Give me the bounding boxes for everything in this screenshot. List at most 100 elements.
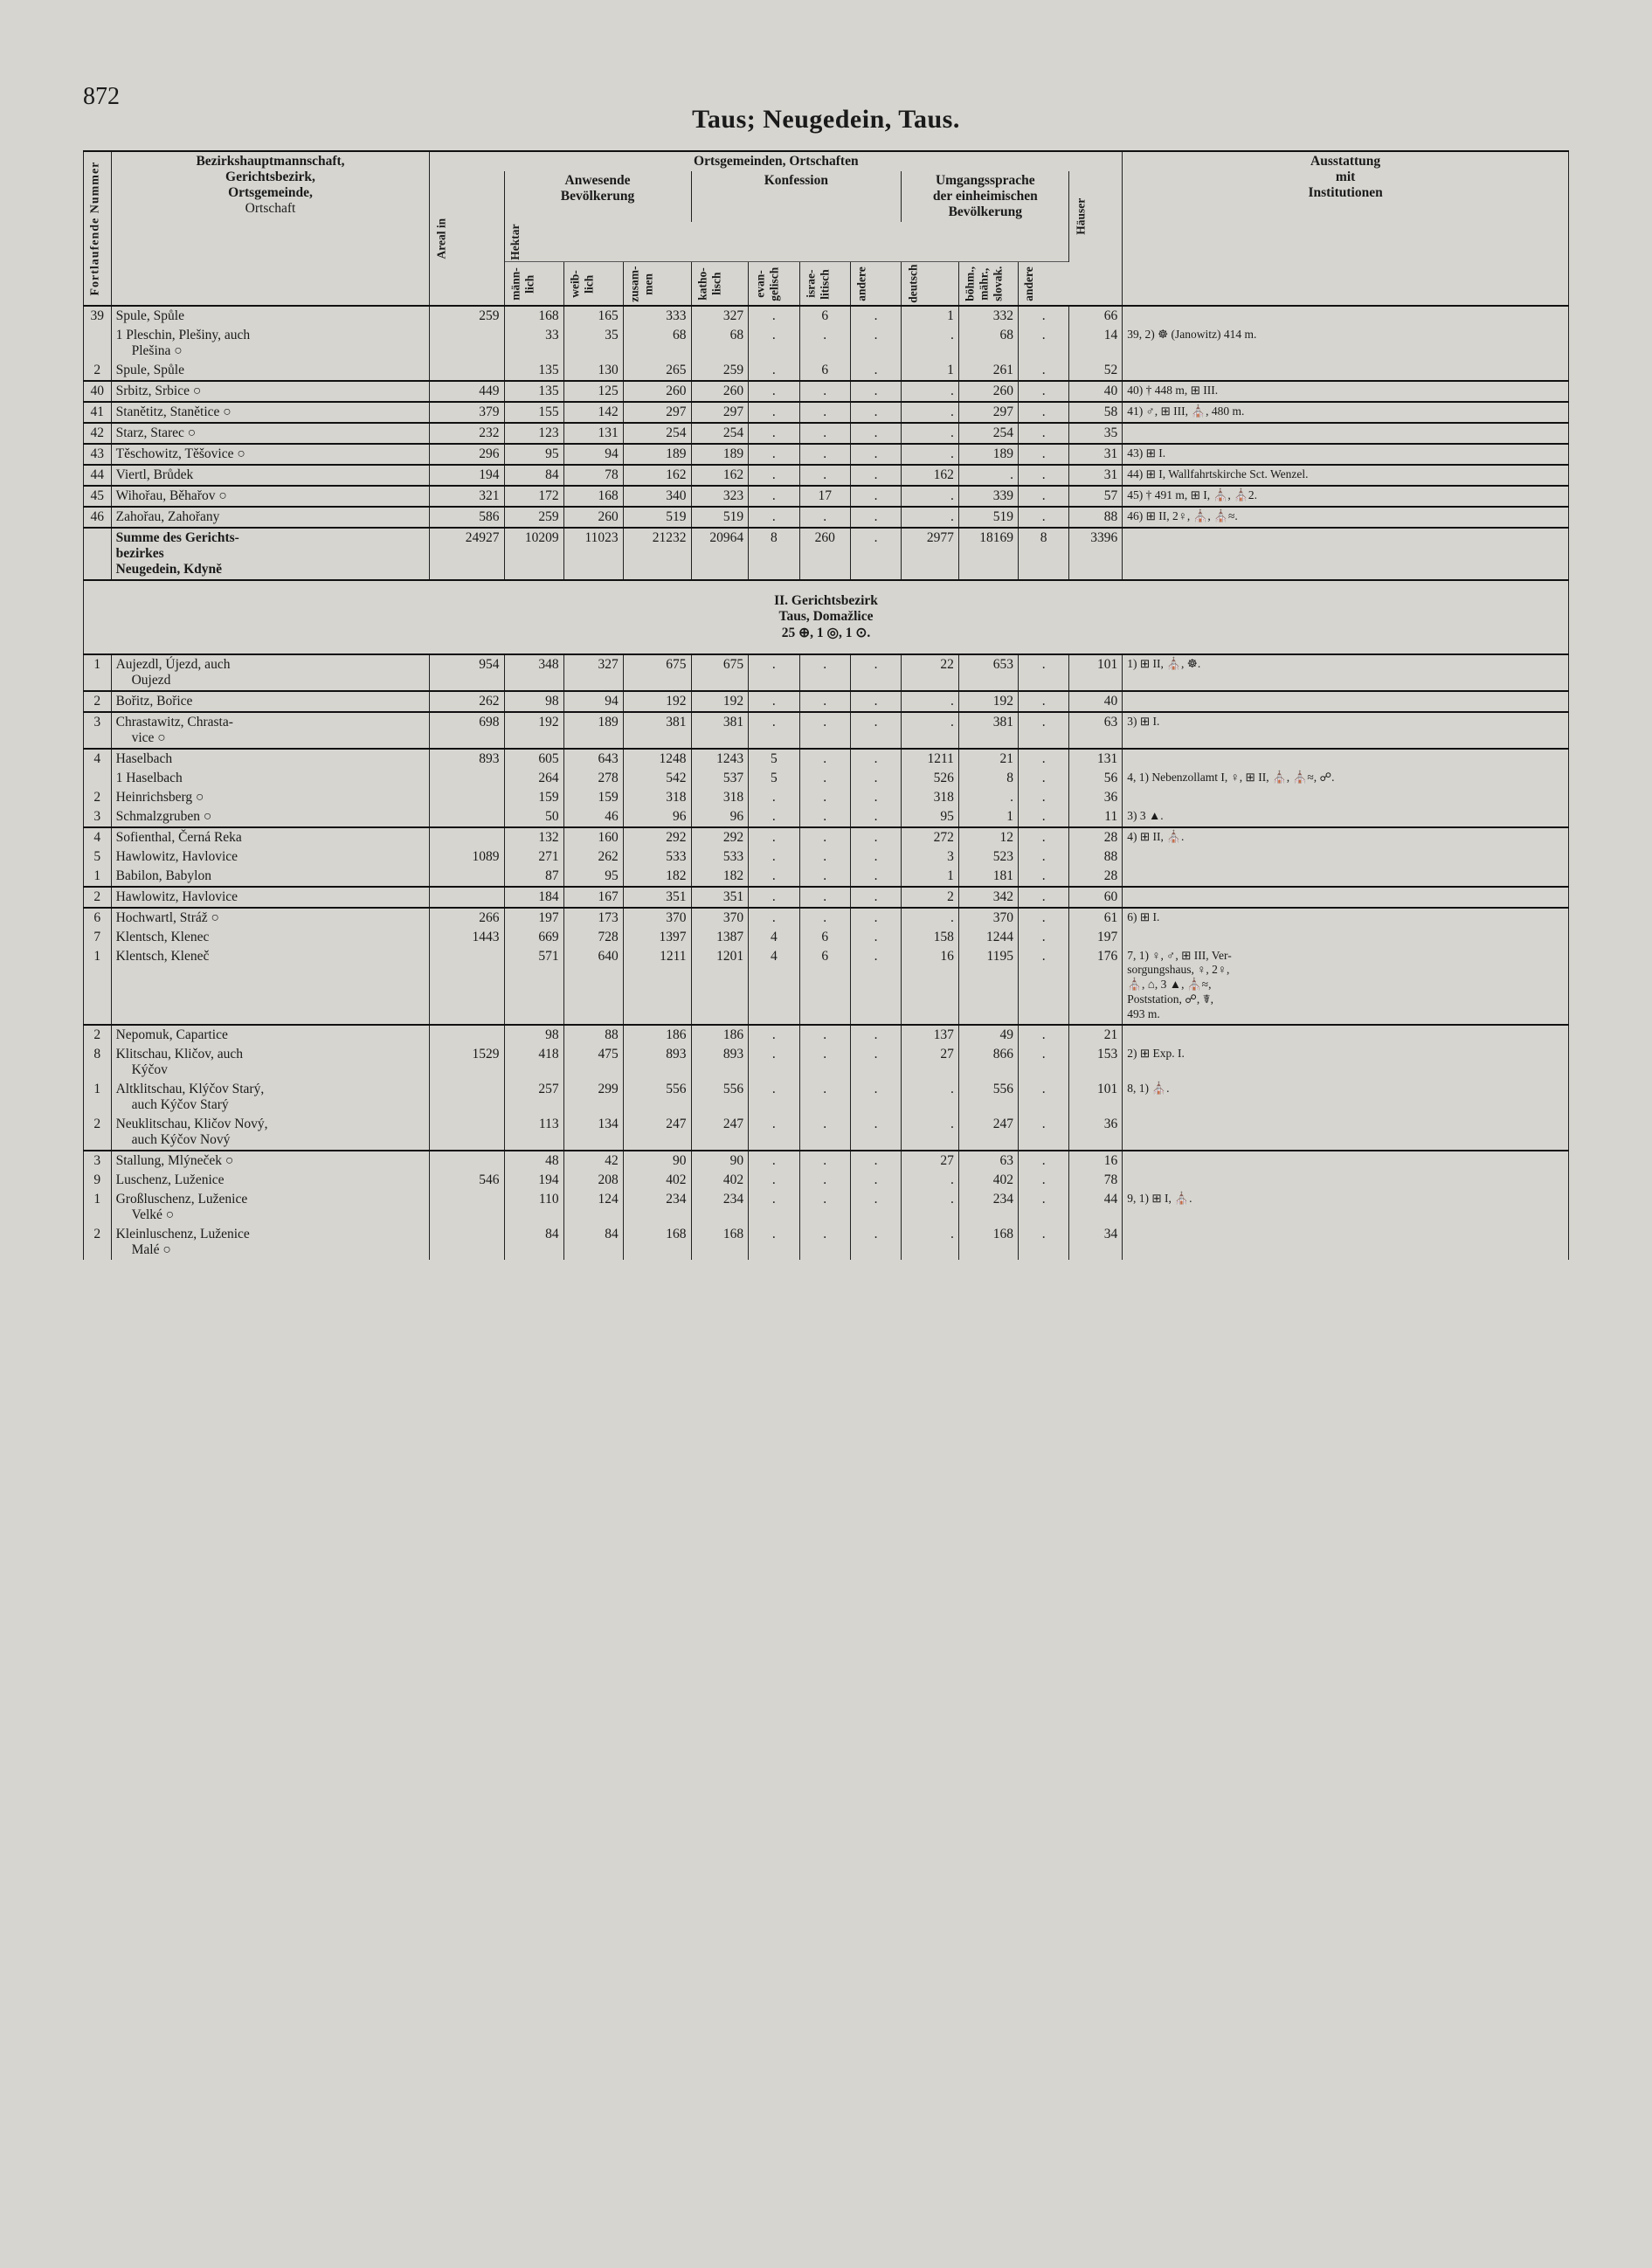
table-cell: . (749, 444, 799, 465)
table-cell: 90 (623, 1151, 691, 1171)
table-cell: 297 (691, 402, 749, 423)
table-row: 2 Nepomuk, Capartice 98 88 186 186... 137 49. 21 (84, 1025, 1569, 1045)
ortschaft-name: Klentsch, Klenec (111, 928, 430, 947)
table-cell: . (1018, 1080, 1068, 1115)
ausstattung-note (1123, 788, 1569, 807)
table-cell: 1443 (430, 928, 504, 947)
table-cell: 18169 (958, 528, 1018, 580)
ortschaft-name: Stallung, Mlýneček ○ (111, 1151, 430, 1171)
table-cell: 1244 (958, 928, 1018, 947)
table-cell: 2 (84, 691, 112, 712)
table-cell: 189 (958, 444, 1018, 465)
table-row: 2 Bořitz, Bořice 262 98 94 192 192.... 192. 40 (84, 691, 1569, 712)
col-header-and2: andere (1018, 262, 1068, 306)
table-cell: . (850, 788, 901, 807)
table-cell: 254 (623, 423, 691, 444)
col-header-zus: zusam-men (623, 262, 691, 306)
table-cell: . (749, 326, 799, 361)
table-cell: 260 (623, 381, 691, 402)
ortschaft-name: Babilon, Babylon (111, 867, 430, 887)
table-cell: . (1018, 807, 1068, 827)
table-cell: 61 (1069, 908, 1123, 928)
table-row: 8 Klitschau, Kličov, auch Kýčov 1529 418 475 8… (84, 1045, 1569, 1080)
table-cell: . (799, 1171, 850, 1190)
table-cell: 43 (84, 444, 112, 465)
ortschaft-name: Neuklitschau, Kličov Nový, auch Kýčov Nov… (111, 1115, 430, 1151)
table-cell: 893 (430, 749, 504, 769)
ausstattung-note: 41) ♂, ⊞ III, ⛪, 480 m. (1123, 402, 1569, 423)
table-cell: 259 (691, 361, 749, 381)
table-cell (430, 1225, 504, 1260)
table-cell: 87 (504, 867, 563, 887)
table-cell: 182 (691, 867, 749, 887)
table-cell: . (799, 381, 850, 402)
table-cell: . (850, 847, 901, 867)
table-cell: 8 (84, 1045, 112, 1080)
table-cell: 22 (902, 654, 959, 691)
table-cell: 35 (563, 326, 623, 361)
table-cell: 63 (958, 1151, 1018, 1171)
table-cell: 31 (1069, 465, 1123, 486)
table-cell: 254 (958, 423, 1018, 444)
ausstattung-note: 6) ⊞ I. (1123, 908, 1569, 928)
table-cell: 181 (958, 867, 1018, 887)
table-cell: 24927 (430, 528, 504, 580)
table-cell: 8 (1018, 528, 1068, 580)
table-cell: 131 (563, 423, 623, 444)
table-cell: . (850, 444, 901, 465)
table-cell: . (1018, 361, 1068, 381)
table-cell: . (902, 444, 959, 465)
table-cell: 167 (563, 887, 623, 908)
table-cell: 131 (1069, 749, 1123, 769)
table-row: 3 Stallung, Mlýneček ○ 48 42 90 90... 27 63. 16 (84, 1151, 1569, 1171)
table-cell: 84 (504, 1225, 563, 1260)
table-cell: 893 (623, 1045, 691, 1080)
table-cell: 264 (504, 769, 563, 788)
table-cell: 194 (430, 465, 504, 486)
table-cell: 101 (1069, 654, 1123, 691)
ortschaft-name: Summe des Gerichts-bezirkes Neugedein, Kd… (111, 528, 430, 580)
table-cell: 254 (691, 423, 749, 444)
table-cell: . (1018, 381, 1068, 402)
table-cell: 168 (958, 1225, 1018, 1260)
ausstattung-note: 39, 2) ☸ (Janowitz) 414 m. (1123, 326, 1569, 361)
table-cell: . (1018, 1171, 1068, 1190)
table-cell: 278 (563, 769, 623, 788)
ortschaft-name: Bořitz, Bořice (111, 691, 430, 712)
table-cell: . (958, 465, 1018, 486)
table-cell: . (799, 1080, 850, 1115)
table-cell: . (749, 1025, 799, 1045)
ausstattung-note (1123, 691, 1569, 712)
table-cell: . (902, 326, 959, 361)
table-cell: . (799, 847, 850, 867)
table-cell: 96 (691, 807, 749, 827)
table-cell: 132 (504, 827, 563, 847)
table-cell: . (1018, 1225, 1068, 1260)
table-cell: 260 (958, 381, 1018, 402)
table-cell: . (749, 1151, 799, 1171)
table-cell: . (1018, 827, 1068, 847)
table-cell: . (749, 654, 799, 691)
table-cell: 90 (691, 1151, 749, 1171)
col-header-bezirk: Bezirkshauptmannschaft, Gerichtsbezirk, … (111, 151, 430, 306)
ausstattung-note: 3) 3 ▲. (1123, 807, 1569, 827)
table-row: 3 Chrastawitz, Chrasta-vice ○ 698 192 189 381… (84, 712, 1569, 749)
table-cell: 42 (563, 1151, 623, 1171)
table-cell (430, 1080, 504, 1115)
ortschaft-name: Spule, Spůle (111, 361, 430, 381)
ausstattung-note: 44) ⊞ I, Wallfahrtskirche Sct. Wenzel. (1123, 465, 1569, 486)
ausstattung-note (1123, 1151, 1569, 1171)
table-cell: 192 (623, 691, 691, 712)
table-cell: 333 (623, 306, 691, 326)
table-cell: 537 (691, 769, 749, 788)
table-cell: 6 (799, 928, 850, 947)
table-cell: 2 (84, 788, 112, 807)
table-cell: 1089 (430, 847, 504, 867)
table-cell (430, 807, 504, 827)
ortschaft-name: Wihořau, Běhařov ○ (111, 486, 430, 507)
table-cell: . (799, 444, 850, 465)
table-cell: 271 (504, 847, 563, 867)
ausstattung-note (1123, 887, 1569, 908)
table-cell: 669 (504, 928, 563, 947)
table-cell: 2 (84, 887, 112, 908)
